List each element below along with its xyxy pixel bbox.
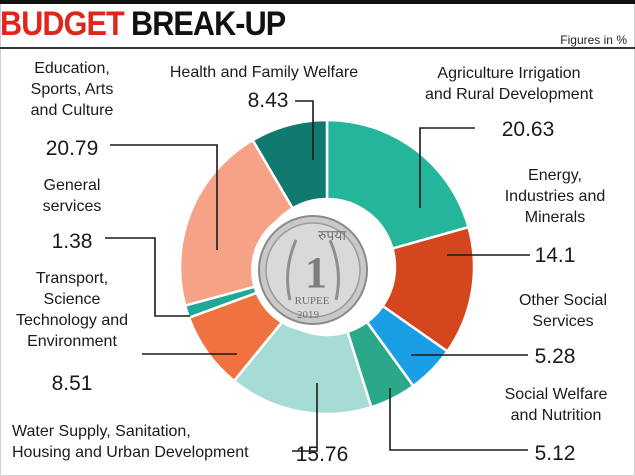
value-label-1: 14.1: [535, 244, 576, 267]
title-rule: [0, 47, 635, 49]
top-bar: [0, 0, 635, 4]
label-4: Water Supply, Sanitation, Housing and Urb…: [12, 423, 249, 461]
label-6: General services: [43, 177, 102, 215]
leader-line-8: [295, 100, 314, 160]
leader-line-4: [292, 383, 318, 452]
slice-0: [325, 118, 471, 251]
label-0: Agriculture Irrigation and Rural Developm…: [425, 65, 594, 103]
label-5: Transport, Science Technology and Environme…: [16, 270, 128, 350]
label-2: Other Social Services: [519, 292, 607, 330]
leader-lines-group: [105, 100, 530, 452]
value-label-8: 8.43: [248, 89, 289, 112]
value-label-6: 1.38: [52, 230, 93, 253]
value-label-0: 20.63: [502, 118, 555, 141]
title-budget: BUDGET: [0, 5, 125, 43]
label-7: Education, Sports, Arts and Culture: [31, 60, 114, 119]
value-label-4: 15.76: [296, 443, 349, 466]
chart-title: BUDGET BREAK-UP: [0, 0, 286, 44]
slice-8: [251, 118, 329, 211]
leader-line-7: [110, 144, 218, 250]
value-label-3: 5.12: [535, 442, 576, 465]
coin-numeral: 1: [305, 248, 327, 297]
coin-text-rupee: RUPEE: [295, 295, 330, 307]
value-label-5: 8.51: [52, 372, 93, 395]
label-1: Energy, Industries and Minerals: [505, 167, 606, 226]
coin-text-top: रुपया: [318, 228, 346, 244]
units-note: Figures in %: [560, 33, 627, 47]
slice-4: [232, 317, 373, 416]
labels-group: Agriculture Irrigation and Rural Developm…: [12, 60, 608, 466]
leader-line-6: [105, 237, 190, 317]
coin-text-year: 2019: [297, 309, 320, 321]
value-label-2: 5.28: [535, 345, 576, 368]
leader-line-3: [389, 388, 528, 451]
label-8: Health and Family Welfare: [170, 64, 358, 81]
label-3: Social Welfare and Nutrition: [505, 386, 608, 424]
coin-wheat-right: [328, 239, 340, 301]
coin-wheat-left: [286, 239, 298, 301]
leader-line-0: [419, 127, 475, 208]
title-breakup: BREAK-UP: [131, 5, 286, 43]
value-label-7: 20.79: [46, 137, 99, 160]
coin-icon: रुपया 1 RUPEE 2019: [251, 208, 375, 332]
slices-group: [178, 118, 476, 416]
